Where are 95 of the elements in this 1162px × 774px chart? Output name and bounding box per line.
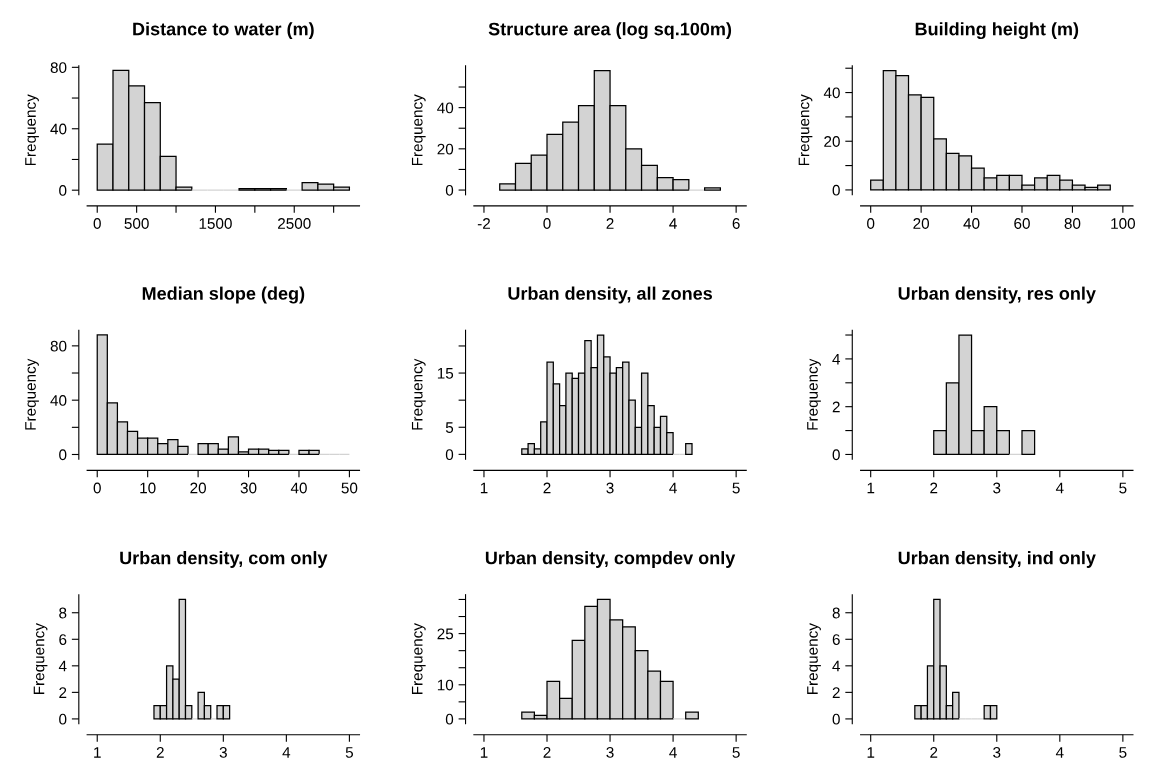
x-tick-label: 1	[480, 747, 488, 758]
x-tick-label: 3	[606, 747, 614, 758]
x-tick-label: 4	[669, 482, 677, 494]
y-tick-label: 0	[832, 713, 840, 725]
y-tick-label: 20	[437, 143, 454, 155]
y-tick-label: 0	[445, 184, 454, 196]
x-tick-label: 3	[993, 747, 1001, 758]
x-tick-label: 2	[543, 482, 551, 494]
x-tick-label: 30	[240, 482, 257, 494]
x-tick-label: 20	[190, 482, 206, 494]
y-tick-label: 4	[832, 353, 841, 365]
y-tick-label: 8	[59, 607, 67, 619]
x-tick-label: 5	[1119, 747, 1127, 758]
x-tick-label: 5	[732, 482, 740, 494]
x-tick-label: 1	[94, 747, 101, 758]
y-tick-label: 6	[59, 634, 67, 645]
y-tick-label: 0	[445, 449, 454, 461]
y-tick-label: 0	[832, 449, 840, 461]
y-axis-title: Frequency	[25, 358, 39, 430]
x-tick-label: 0	[867, 218, 875, 229]
y-tick-label: 0	[59, 449, 67, 461]
y-tick-label: 2	[832, 687, 840, 698]
x-tick-label: 3	[993, 482, 1001, 494]
x-tick-label: 5	[345, 747, 354, 758]
chart-title: Distance to water (m)	[133, 22, 314, 39]
x-tick-label: 2	[156, 747, 164, 758]
x-tick-label: 500	[124, 218, 149, 229]
x-tick-label: 3	[606, 482, 614, 494]
x-tick-label: 0	[93, 482, 101, 494]
chart-title: Urban density, ind only	[898, 551, 1096, 568]
y-tick-label: 8	[832, 607, 840, 619]
y-tick-label: 5	[445, 422, 454, 433]
x-tick-label: 40	[290, 482, 307, 494]
chart-title: Urban density, res only	[898, 286, 1096, 304]
y-axis-title: Frequency	[411, 94, 426, 166]
x-tick-label: 4	[282, 747, 291, 758]
y-tick-label: 10	[437, 679, 454, 691]
x-tick-label: 5	[732, 747, 740, 758]
y-tick-label: 4	[832, 660, 841, 672]
x-tick-label: 40	[963, 218, 980, 229]
y-tick-label: 15	[437, 368, 454, 379]
x-tick-label: 50	[341, 482, 358, 494]
x-tick-label: 100	[1111, 218, 1136, 229]
x-tick-label: 5	[1119, 482, 1127, 494]
x-tick-label: 20	[913, 218, 930, 229]
y-tick-label: 4	[58, 660, 67, 672]
chart-title: Building height (m)	[915, 22, 1079, 40]
x-tick-label: 2	[930, 482, 938, 494]
y-axis-title: Frequency	[807, 358, 821, 430]
y-tick-label: 2	[59, 687, 67, 698]
y-axis-title: Frequency	[25, 94, 39, 166]
x-tick-label: 1	[867, 482, 875, 494]
y-tick-label: 0	[832, 184, 840, 196]
x-tick-label: 1	[480, 482, 488, 494]
y-tick-label: 40	[437, 102, 454, 114]
x-tick-label: 3	[219, 747, 227, 758]
x-tick-label: 10	[140, 482, 156, 494]
y-tick-label: 40	[50, 395, 67, 406]
y-tick-label: 0	[445, 713, 454, 725]
x-tick-label: 4	[1055, 747, 1064, 758]
x-tick-label: 2500	[278, 218, 311, 229]
x-tick-label: 0	[93, 218, 101, 229]
x-tick-label: -2	[477, 218, 490, 229]
y-tick-label: 0	[59, 185, 67, 196]
y-axis-title: Frequency	[33, 623, 48, 695]
x-tick-label: 4	[669, 747, 677, 758]
y-tick-label: 6	[832, 634, 840, 645]
y-axis-title: Frequency	[411, 358, 426, 430]
y-tick-label: 40	[823, 87, 840, 99]
x-tick-label: 60	[1014, 218, 1030, 229]
x-tick-label: 4	[1055, 482, 1064, 494]
chart-title: Urban density, compdev only	[485, 551, 736, 568]
x-tick-label: 2	[930, 747, 938, 758]
x-tick-label: 1	[867, 747, 875, 758]
y-axis-title: Frequency	[798, 94, 813, 166]
y-tick-label: 20	[824, 136, 840, 147]
y-tick-label: 2	[832, 401, 840, 413]
y-axis-title: Frequency	[411, 623, 426, 695]
y-tick-label: 0	[59, 713, 67, 725]
x-tick-label: 2	[543, 747, 551, 758]
x-tick-label: 6	[732, 218, 740, 229]
chart-title: Median slope (deg)	[142, 286, 305, 304]
x-tick-label: 80	[1064, 218, 1081, 229]
x-tick-label: 2	[606, 218, 614, 229]
y-tick-label: 40	[50, 123, 67, 135]
x-tick-label: 1500	[199, 218, 232, 229]
y-tick-label: 25	[437, 628, 454, 640]
chart-title: Urban density, all zones	[508, 286, 712, 304]
chart-title: Structure area (log sq.100m)	[488, 22, 732, 40]
y-tick-label: 80	[50, 340, 67, 352]
y-tick-label: 80	[50, 62, 67, 74]
chart-title: Urban density, com only	[120, 551, 328, 568]
x-tick-label: 0	[543, 218, 551, 229]
y-axis-title: Frequency	[807, 623, 821, 695]
x-tick-label: 4	[669, 218, 677, 229]
